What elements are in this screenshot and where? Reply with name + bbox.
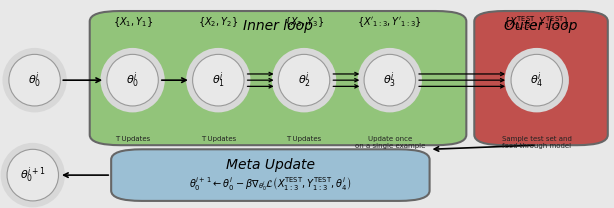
- Text: $\theta^i_2$: $\theta^i_2$: [298, 70, 311, 90]
- Text: $\theta^i_0$: $\theta^i_0$: [28, 70, 41, 90]
- Ellipse shape: [272, 48, 336, 112]
- Ellipse shape: [278, 54, 330, 106]
- Text: $\theta_0^{i+1} \leftarrow \theta_0^i - \beta\nabla_{\theta_0^i}\mathcal{L}\left: $\theta_0^{i+1} \leftarrow \theta_0^i - …: [189, 176, 352, 193]
- Ellipse shape: [101, 48, 165, 112]
- Ellipse shape: [9, 54, 60, 106]
- Text: $\theta^i_3$: $\theta^i_3$: [383, 70, 396, 90]
- Text: Inner loop: Inner loop: [243, 19, 313, 33]
- Text: Meta Update: Meta Update: [226, 158, 315, 172]
- Text: $\{X_2, Y_2\}$: $\{X_2, Y_2\}$: [198, 15, 238, 29]
- Ellipse shape: [505, 48, 569, 112]
- Text: Outer loop: Outer loop: [504, 19, 578, 33]
- Ellipse shape: [2, 48, 67, 112]
- FancyBboxPatch shape: [90, 11, 467, 145]
- Text: $\theta^{i+1}_0$: $\theta^{i+1}_0$: [20, 165, 45, 185]
- Text: $\{X'_{1:3}, Y'_{1:3}\}$: $\{X'_{1:3}, Y'_{1:3}\}$: [357, 15, 422, 29]
- Text: $\theta^i_0$: $\theta^i_0$: [126, 70, 139, 90]
- Ellipse shape: [364, 54, 416, 106]
- Text: $\theta^i_4$: $\theta^i_4$: [530, 70, 543, 90]
- Text: T Updates: T Updates: [287, 136, 322, 142]
- Ellipse shape: [357, 48, 422, 112]
- Ellipse shape: [1, 143, 65, 207]
- FancyBboxPatch shape: [474, 11, 608, 145]
- Text: Sample test set and
feed through model: Sample test set and feed through model: [502, 136, 572, 149]
- FancyBboxPatch shape: [111, 149, 430, 201]
- Ellipse shape: [7, 149, 58, 201]
- Text: T Updates: T Updates: [115, 136, 150, 142]
- Text: $\theta^i_1$: $\theta^i_1$: [212, 70, 225, 90]
- Ellipse shape: [193, 54, 244, 106]
- Text: $\{X^{\mathrm{TEST}}_{1:3}, Y^{\mathrm{TEST}}_{1:3}\}$: $\{X^{\mathrm{TEST}}_{1:3}, Y^{\mathrm{T…: [503, 14, 570, 31]
- Text: $\{X_3, Y_3\}$: $\{X_3, Y_3\}$: [284, 15, 324, 29]
- Text: T Updates: T Updates: [201, 136, 236, 142]
- Ellipse shape: [107, 54, 158, 106]
- Ellipse shape: [511, 54, 562, 106]
- Text: Update once
on a single example: Update once on a single example: [355, 136, 425, 149]
- Ellipse shape: [186, 48, 251, 112]
- Text: $\{X_1, Y_1\}$: $\{X_1, Y_1\}$: [112, 15, 153, 29]
